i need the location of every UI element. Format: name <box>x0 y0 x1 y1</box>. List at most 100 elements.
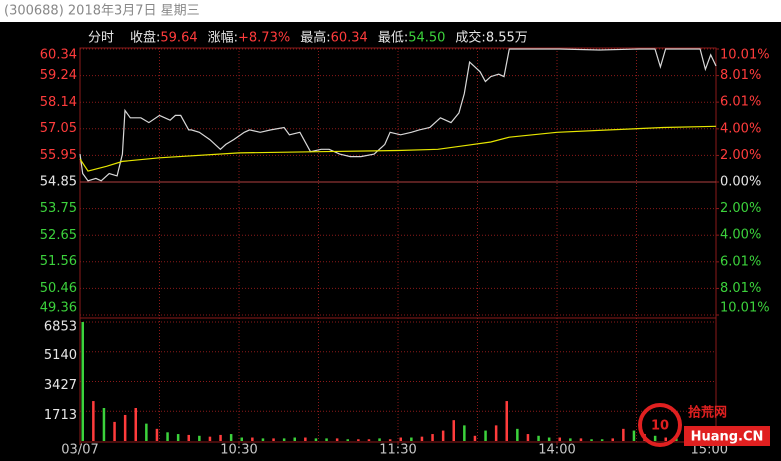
y2-tick-label: 6.01% <box>720 254 761 269</box>
volume-bar <box>187 434 190 441</box>
volume-bar <box>346 439 349 441</box>
volume-bar <box>452 420 455 441</box>
volume-bar <box>357 439 360 441</box>
volume-bar <box>208 436 212 441</box>
info-value: 60.34 <box>331 31 368 46</box>
info-label: 涨幅: <box>208 31 238 46</box>
volume-bar <box>537 435 540 441</box>
info-label: 收盘: <box>130 30 160 46</box>
y-tick-label: 1713 <box>44 408 77 423</box>
volume-bar <box>261 438 265 441</box>
volume-bar <box>92 401 95 441</box>
volume-bar <box>494 425 498 441</box>
volume-bar <box>441 430 445 441</box>
volume-bar <box>505 401 508 441</box>
y-tick-label: 58.14 <box>40 95 77 110</box>
volume-bar <box>314 438 318 441</box>
info-label: 最高: <box>300 30 330 46</box>
y-tick-label: 54.85 <box>40 175 77 190</box>
volume-bar <box>473 435 477 441</box>
y2-tick-label: 6.01% <box>720 95 761 110</box>
volume-bar <box>229 434 233 441</box>
y-tick-label: 53.75 <box>40 201 77 216</box>
info-value: 8.55万 <box>486 31 528 46</box>
volume-bar <box>600 439 604 441</box>
volume-bar <box>293 437 296 441</box>
volume-bar <box>526 434 530 441</box>
volume-bar <box>611 438 614 441</box>
y2-tick-label: 2.00% <box>720 148 761 163</box>
y-tick-label: 6853 <box>44 320 77 335</box>
volume-bar <box>166 432 169 441</box>
y-tick-label: 50.46 <box>40 281 77 296</box>
volume-bar <box>102 408 106 441</box>
volume-bar <box>420 436 424 441</box>
y-tick-label: 55.95 <box>40 148 77 163</box>
volume-bar <box>378 438 381 441</box>
y-tick-label: 3427 <box>44 378 77 393</box>
volume-bar <box>590 439 593 441</box>
volume-bar <box>81 322 84 441</box>
chart-title: (300688) 2018年3月7日 星期三 <box>4 4 200 19</box>
volume-bar <box>484 430 487 441</box>
volume-bar <box>558 437 561 441</box>
y2-tick-label: 4.00% <box>720 121 761 136</box>
mode-label: 分时 <box>88 31 114 46</box>
y2-tick-label: 2.00% <box>720 201 761 216</box>
y-tick-label: 60.34 <box>40 48 77 63</box>
volume-bar <box>632 430 636 441</box>
volume-bar <box>399 437 402 441</box>
y2-tick-label: 8.01% <box>720 281 761 296</box>
volume-bar <box>410 437 413 441</box>
y-tick-label: 5140 <box>44 348 77 363</box>
volume-bar <box>304 437 307 441</box>
volume-bar <box>463 425 466 441</box>
watermark-site: Huang.CN <box>691 430 764 445</box>
x-tick-label: 10:30 <box>220 443 257 458</box>
volume-bar <box>367 439 371 441</box>
volume-bar <box>123 414 127 441</box>
volume-bar <box>240 437 243 441</box>
volume-bar <box>219 434 222 441</box>
info-label: 最低: <box>378 31 408 46</box>
y2-tick-label: 10.01% <box>720 301 770 316</box>
y-tick-label: 49.36 <box>40 301 77 316</box>
info-value: 54.50 <box>408 31 445 46</box>
volume-bar <box>176 434 180 441</box>
volume-bar <box>198 435 201 441</box>
x-tick-label: 03/07 <box>61 443 98 458</box>
y-tick-label: 59.24 <box>40 68 77 83</box>
volume-bar <box>251 437 254 441</box>
volume-bar <box>134 408 137 441</box>
price-line <box>79 125 717 172</box>
info-label: 成交: <box>455 30 485 46</box>
y-tick-label: 51.56 <box>40 254 77 269</box>
y2-tick-label: 0.00% <box>720 175 761 190</box>
info-value: +8.73% <box>238 31 290 46</box>
info-value: 59.64 <box>160 31 197 46</box>
volume-bar <box>155 428 159 441</box>
y2-tick-label: 4.00% <box>720 228 761 243</box>
y-tick-label: 57.05 <box>40 121 77 136</box>
volume-bar <box>547 437 551 441</box>
watermark-badge <box>638 403 682 447</box>
y2-tick-label: 10.01% <box>720 48 770 63</box>
x-tick-label: 15:00 <box>691 443 728 458</box>
y-tick-label: 52.65 <box>40 228 77 243</box>
volume-bar <box>335 438 339 441</box>
volume-bar <box>325 438 328 441</box>
watermark-name: 拾荒网 <box>688 405 727 421</box>
volume-bar <box>653 435 657 441</box>
header-bar <box>0 0 781 22</box>
volume-bar <box>431 434 434 441</box>
volume-bar <box>282 438 286 441</box>
volume-bar <box>664 437 667 441</box>
watermark-site-bg <box>684 426 770 446</box>
volume-bar <box>579 438 583 441</box>
volume-bar <box>622 428 625 441</box>
watermark-mark: 10 <box>651 419 669 434</box>
volume-bar <box>145 423 148 441</box>
